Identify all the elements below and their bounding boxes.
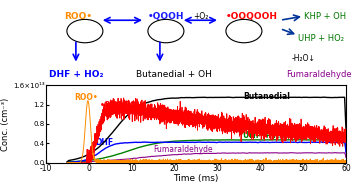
Text: KHP + OH: KHP + OH — [304, 12, 346, 21]
Text: DHF + HO₂: DHF + HO₂ — [49, 70, 103, 79]
Text: •QOOH: •QOOH — [148, 12, 184, 21]
Y-axis label: Conc. (cm⁻³): Conc. (cm⁻³) — [1, 97, 10, 151]
Text: Fumaraldehyde: Fumaraldehyde — [153, 145, 213, 154]
Text: Fumaraldehyde: Fumaraldehyde — [286, 70, 352, 79]
Text: UHP + KHP: UHP + KHP — [243, 131, 291, 140]
Text: ROO•: ROO• — [64, 12, 92, 21]
Text: •OOQOOH: •OOQOOH — [100, 101, 143, 111]
Text: •OOQOOH: •OOQOOH — [226, 12, 278, 21]
Text: DHF: DHF — [95, 138, 113, 147]
Text: Butanedial + OH: Butanedial + OH — [136, 70, 212, 79]
Text: Butanedial: Butanedial — [243, 92, 290, 101]
X-axis label: Time (ms): Time (ms) — [173, 174, 219, 183]
Text: -H₂O↓: -H₂O↓ — [292, 54, 316, 63]
Text: +O₂: +O₂ — [193, 12, 208, 21]
Text: UHP + HO₂: UHP + HO₂ — [298, 34, 344, 43]
Text: ROO•: ROO• — [74, 93, 97, 102]
